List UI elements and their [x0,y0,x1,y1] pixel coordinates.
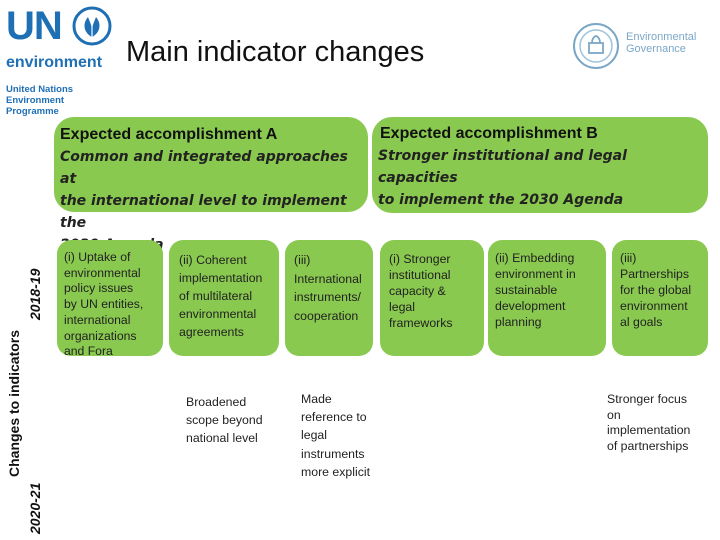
change-note-a2: Broadened scope beyond national level [186,395,263,445]
accomplishment-b-panel: Expected accomplishment B Stronger insti… [372,117,708,213]
change-note-a3: Made reference to legal instruments more… [301,392,371,479]
indicator-box-a3 [285,240,373,356]
side-label-2018: 2018-19 [27,268,43,320]
indicator-box-b1 [380,240,484,356]
environmental-governance-emblem-icon [573,23,619,69]
un-environment-logo: UN environment United Nations Environmen… [6,4,118,117]
side-label-2020: 2020-21 [27,482,43,534]
indicator-a3-text: (iii) International instruments/ coopera… [294,253,362,323]
accomplishment-b-heading: Expected accomplishment B [380,125,598,142]
indicator-box-b2 [488,240,606,356]
indicator-box-a1 [57,240,163,356]
logo-org-line2: Environment Programme [6,95,65,117]
accomplishment-a-panel: Expected accomplishment A Common and int… [54,117,368,253]
indicator-b2-text: (ii) Embedding environment in sustainabl… [495,251,576,329]
logo-un-letters: UN [6,4,63,48]
page-title: Main indicator changes [126,36,425,68]
accomplishment-b-subtitle: Stronger institutional and legal capacit… [378,148,627,208]
indicator-box-b3 [612,240,708,356]
environmental-governance-logo: Environmental Governance [572,22,702,70]
indicator-b3-text: (iii) Partnerships for the global enviro… [620,251,692,329]
indicator-a2-text: (ii) Coherent implementation of multilat… [179,253,263,339]
env-gov-line1: Environmental [626,31,697,43]
logo-org-line1: United Nations [6,84,74,95]
un-environment-emblem-icon [72,6,112,46]
indicator-b1-text: (i) Stronger institutional capacity & le… [389,252,453,330]
accomplishment-a-heading: Expected accomplishment A [60,126,278,143]
indicator-a1-text: (i) Uptake of environmental policy issue… [64,250,144,359]
side-label-changes: Changes to indicators [6,329,22,477]
env-gov-line2: Governance [626,43,686,55]
indicator-box-a2 [169,240,279,356]
logo-environment-word: environment [6,54,103,71]
change-note-b3: Stronger focus on implementation of part… [607,392,691,453]
